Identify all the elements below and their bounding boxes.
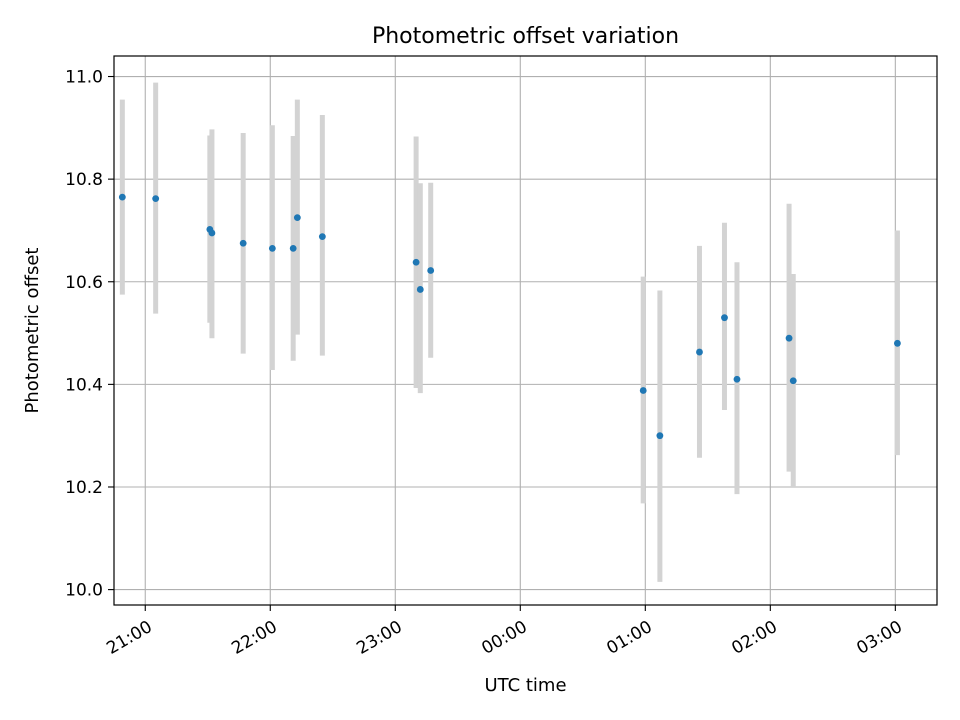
x-tick-label: 00:00 — [478, 617, 530, 659]
y-tick-label: 10.4 — [65, 375, 103, 395]
y-axis-label: Photometric offset — [22, 248, 43, 414]
data-point — [427, 267, 435, 274]
data-point — [289, 245, 297, 252]
y-tick-label: 11.0 — [65, 68, 103, 88]
x-axis: 21:00 22:00 23:00 00:00 01:00 02:00 03:00 — [103, 605, 906, 659]
data-point — [416, 286, 424, 293]
y-tick-label: 10.0 — [65, 581, 103, 601]
data-point — [239, 239, 247, 247]
data-point — [412, 258, 420, 266]
data-point — [318, 233, 326, 241]
grid — [114, 56, 937, 605]
x-tick-label: 03:00 — [853, 617, 905, 659]
data-point — [152, 195, 160, 203]
error-bars — [119, 82, 900, 582]
y-tick-label: 10.2 — [65, 478, 103, 498]
x-tick-label: 01:00 — [603, 617, 655, 659]
data-point — [894, 339, 901, 347]
data-point — [789, 377, 797, 385]
data-point — [721, 314, 728, 322]
x-tick-label: 02:00 — [728, 617, 780, 659]
data-point — [785, 334, 793, 342]
x-axis-label: UTC time — [484, 675, 566, 696]
data-points — [118, 193, 901, 440]
y-tick-label: 10.6 — [65, 273, 103, 293]
data-point — [268, 245, 276, 252]
data-point — [208, 229, 216, 237]
data-point — [293, 214, 301, 222]
x-tick-label: 23:00 — [353, 617, 405, 659]
data-point — [639, 387, 647, 394]
plot-area — [113, 55, 938, 606]
x-tick-label: 21:00 — [103, 617, 155, 659]
data-point — [656, 432, 664, 440]
chart-title: Photometric offset variation — [372, 24, 679, 49]
data-point — [118, 193, 126, 201]
x-tick-label: 22:00 — [228, 617, 280, 659]
data-point — [696, 348, 703, 356]
y-tick-label: 10.8 — [65, 170, 103, 190]
data-point — [733, 375, 741, 383]
y-axis: 10.0 10.2 10.4 10.6 10.8 11.0 — [65, 68, 114, 601]
